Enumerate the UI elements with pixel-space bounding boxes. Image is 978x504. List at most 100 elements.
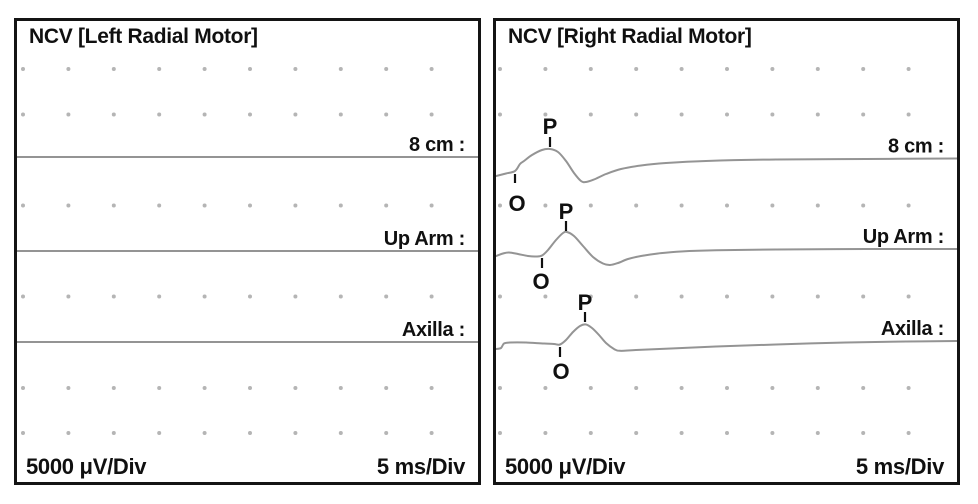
- grid-dot: [725, 431, 729, 435]
- grid-dot: [815, 112, 820, 117]
- grid-dot: [634, 67, 639, 71]
- grid-dot: [293, 112, 298, 117]
- amplitude-scale-label: 5000 μV/Div: [505, 454, 626, 479]
- channel-label-axilla: Axilla :: [881, 318, 944, 340]
- grid-dot: [248, 203, 252, 208]
- panel-left-radial-motor: 8 cm : Up Arm : Axilla : NCV [Left Radial …: [14, 18, 481, 485]
- grid-dot: [543, 112, 548, 117]
- grid-dot: [202, 112, 207, 117]
- grid-dot: [588, 386, 593, 390]
- grid-dot: [21, 67, 25, 71]
- grid-dot: [384, 67, 389, 71]
- waveform-path: [496, 147, 957, 184]
- grid-dot: [21, 203, 25, 208]
- marker-label-p: P: [559, 199, 574, 224]
- grid-dot: [429, 386, 434, 390]
- grid-dot: [588, 67, 593, 71]
- grid-dot: [202, 386, 207, 390]
- grid-dot: [338, 203, 343, 208]
- time-scale-label: 5 ms/Div: [376, 454, 465, 479]
- grid-dot: [679, 386, 684, 390]
- time-scale-label: 5 ms/Div: [855, 454, 944, 479]
- grid-dot: [634, 386, 639, 390]
- grid-dot: [293, 386, 298, 390]
- grid-dot: [815, 294, 820, 299]
- grid-dot: [634, 203, 639, 208]
- trace-up-arm: Up Arm :: [17, 228, 478, 252]
- grid-dot: [248, 294, 252, 299]
- grid-dot: [588, 294, 593, 299]
- grid-dot: [815, 67, 820, 71]
- grid-dot: [906, 112, 911, 117]
- grid-dot: [634, 294, 639, 299]
- grid-dot: [111, 431, 116, 435]
- marker-label-p: P: [578, 290, 593, 315]
- grid-dot: [66, 203, 71, 208]
- grid-dot: [725, 386, 729, 390]
- grid-dot: [384, 112, 389, 117]
- trace-8-cm: 8 cm :: [17, 134, 478, 158]
- waveform-path: [496, 230, 957, 267]
- grid-dot: [634, 112, 639, 117]
- grid-dot: [293, 203, 298, 208]
- grid-dot: [111, 112, 116, 117]
- grid-dot: [338, 67, 343, 71]
- grid-dot: [384, 294, 389, 299]
- grid-dot: [293, 431, 298, 435]
- grid-dot: [725, 294, 729, 299]
- grid-dot: [338, 294, 343, 299]
- dot-grid: [498, 67, 911, 435]
- grid-dot: [543, 294, 548, 299]
- grid-dot: [157, 112, 162, 117]
- grid-dot: [202, 67, 207, 71]
- panel-right-radial-motor: 8 cm : O P Up Arm : O P Axilla : O P NCV [Right …: [493, 18, 960, 485]
- grid-dot: [588, 203, 593, 208]
- grid-dot: [21, 112, 25, 117]
- trace-axilla: Axilla : O P: [496, 290, 957, 384]
- panel-title: NCV [Right Radial Motor]: [508, 25, 752, 48]
- grid-dot: [770, 294, 775, 299]
- grid-dot: [202, 203, 207, 208]
- grid-dot: [384, 431, 389, 435]
- grid-dot: [770, 386, 775, 390]
- grid-dot: [21, 386, 25, 390]
- marker-label-o: O: [532, 269, 549, 294]
- grid-dot: [66, 112, 71, 117]
- grid-dot: [429, 203, 434, 208]
- grid-dot: [770, 67, 775, 71]
- grid-dot: [679, 112, 684, 117]
- grid-dot: [21, 431, 25, 435]
- grid-dot: [338, 431, 343, 435]
- grid-dot: [906, 386, 911, 390]
- grid-dot: [66, 431, 71, 435]
- grid-dot: [111, 67, 116, 71]
- grid-dot: [861, 386, 866, 390]
- grid-dot: [861, 112, 866, 117]
- grid-dot: [725, 112, 729, 117]
- grid-dot: [498, 294, 502, 299]
- grid-dot: [498, 431, 502, 435]
- dot-grid: [21, 67, 434, 435]
- grid-dot: [634, 431, 639, 435]
- grid-dot: [906, 203, 911, 208]
- marker-label-o: O: [552, 359, 569, 384]
- grid-dot: [679, 203, 684, 208]
- grid-dot: [725, 203, 729, 208]
- grid-dot: [111, 203, 116, 208]
- grid-dot: [815, 386, 820, 390]
- grid-dot: [384, 386, 389, 390]
- grid-dot: [861, 203, 866, 208]
- grid-dot: [202, 294, 207, 299]
- channel-label-8-cm: 8 cm :: [888, 136, 944, 158]
- grid-dot: [861, 431, 866, 435]
- channel-label-8-cm: 8 cm :: [409, 134, 465, 156]
- grid-dot: [498, 112, 502, 117]
- grid-dot: [906, 294, 911, 299]
- grid-dot: [248, 386, 252, 390]
- marker-label-o: O: [508, 191, 525, 216]
- trace-up-arm: Up Arm : O P: [496, 199, 957, 294]
- grid-dot: [429, 431, 434, 435]
- channel-label-up-arm: Up Arm :: [863, 226, 944, 248]
- grid-dot: [21, 294, 25, 299]
